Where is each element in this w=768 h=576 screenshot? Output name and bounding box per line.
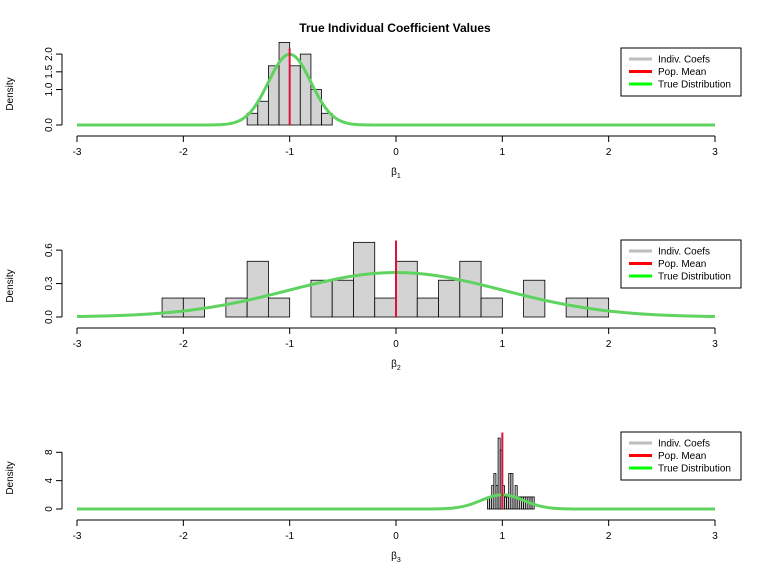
x-tick-label: -3	[73, 531, 82, 542]
histogram-bar	[353, 241, 376, 318]
histogram-bar	[374, 297, 397, 318]
x-tick-label: 0	[393, 339, 399, 350]
legend-label: Pop. Mean	[658, 451, 706, 462]
histogram-bar	[331, 279, 354, 318]
legend-label: Indiv. Coefs	[658, 55, 710, 66]
histogram-bar	[321, 112, 333, 126]
x-tick-label: 3	[712, 531, 718, 542]
x-tick-label: 2	[606, 339, 612, 350]
y-tick-label: 1.5	[44, 64, 55, 78]
true-distribution-curve	[77, 493, 715, 511]
y-tick-label: 0	[44, 506, 55, 512]
x-tick-label: -3	[73, 339, 82, 350]
x-tick-label: -2	[179, 339, 188, 350]
legend-label: Indiv. Coefs	[658, 247, 710, 258]
x-tick-label: -3	[73, 147, 82, 158]
x-tick-label: 1	[500, 339, 506, 350]
y-tick-label: 0.0	[44, 118, 55, 132]
x-tick-label: -1	[285, 147, 294, 158]
y-tick-label: 1.0	[44, 82, 55, 96]
x-tick-label: 1	[500, 147, 506, 158]
true-distribution-curve	[77, 52, 715, 127]
histogram-bar	[438, 279, 461, 318]
y-tick-label: 0.3	[44, 276, 55, 290]
x-tick-label: 0	[393, 147, 399, 158]
x-axis-title: β1	[391, 167, 401, 180]
y-tick-label: 8	[44, 449, 55, 455]
histogram-bar	[257, 100, 269, 126]
legend-label: Indiv. Coefs	[658, 439, 710, 450]
histogram-bar	[395, 260, 418, 318]
x-tick-label: -1	[285, 531, 294, 542]
legend-label: Pop. Mean	[658, 67, 706, 78]
y-axis-title: Density	[5, 461, 16, 494]
legend-label: Pop. Mean	[658, 259, 706, 270]
legend-label: True Distribution	[658, 272, 731, 283]
y-tick-label: 4	[44, 477, 55, 483]
x-tick-label: 3	[712, 147, 718, 158]
histogram-bar	[459, 260, 482, 318]
histogram-bar	[416, 297, 439, 318]
x-axis-title: β3	[391, 551, 401, 564]
x-tick-label: -2	[179, 531, 188, 542]
histogram-bar	[246, 260, 269, 318]
x-tick-label: 3	[712, 339, 718, 350]
x-tick-label: -1	[285, 339, 294, 350]
y-axis-title: Density	[5, 77, 16, 110]
figure-title: True Individual Coefficient Values	[299, 21, 491, 35]
y-tick-label: 2.0	[44, 47, 55, 61]
x-tick-label: -2	[179, 147, 188, 158]
y-axis-title: Density	[5, 269, 16, 302]
histogram-bar	[267, 297, 291, 318]
y-tick-label: 0.6	[44, 243, 55, 257]
histogram-bar	[310, 279, 333, 318]
legend-label: True Distribution	[658, 464, 731, 475]
x-tick-label: 1	[500, 531, 506, 542]
histogram-bar	[510, 473, 514, 510]
legend-label: True Distribution	[658, 80, 731, 91]
histogram-bar	[289, 65, 301, 126]
histogram-bar	[480, 297, 503, 318]
x-tick-label: 2	[606, 147, 612, 158]
x-tick-label: 0	[393, 531, 399, 542]
y-tick-label: 0.0	[44, 310, 55, 324]
x-tick-label: 2	[606, 531, 612, 542]
beta2-panel: -3 -2 -1 0 1 2 3 0.0 0.3 0.6 β2 Density Indiv. Coefs…	[5, 239, 742, 372]
x-axis-title: β2	[391, 359, 401, 372]
beta1-panel: -3 -2 -1 0 1 2 3 0.0 1.0 1.5 2.0 β1 Density Indiv. Co…	[5, 41, 742, 180]
